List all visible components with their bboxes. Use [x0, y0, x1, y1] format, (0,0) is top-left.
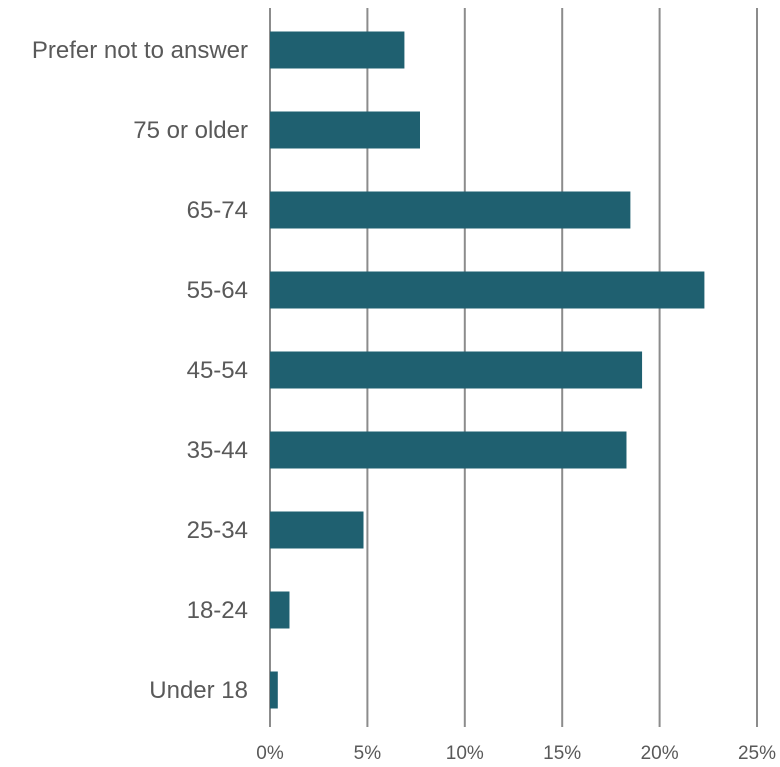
category-label: 45-54	[187, 357, 248, 384]
x-tick-labels: 0% 5% 10% 15% 20% 25%	[256, 743, 776, 764]
category-label: 55-64	[187, 277, 248, 304]
bar-65-74	[270, 191, 631, 229]
bar-45-54	[270, 351, 643, 389]
category-labels: Prefer not to answer 75 or older 65-74 55-6…	[32, 37, 248, 704]
x-tick-label: 15%	[543, 743, 581, 764]
bar-55-64	[270, 271, 705, 309]
category-label: 65-74	[187, 197, 248, 224]
category-label: 18-24	[187, 597, 248, 624]
category-label: Prefer not to answer	[32, 37, 248, 64]
x-tick-label: 10%	[446, 743, 484, 764]
category-label: 25-34	[187, 517, 248, 544]
x-tick-label: 25%	[738, 743, 776, 764]
bars	[270, 31, 705, 709]
bar-under-18	[270, 671, 278, 709]
bar-35-44	[270, 431, 627, 469]
bar-prefer-not-to-answer	[270, 31, 405, 69]
x-tick-label: 20%	[641, 743, 679, 764]
bar-18-24	[270, 591, 290, 629]
x-tick-label: 0%	[256, 743, 284, 764]
bar-75-or-older	[270, 111, 420, 149]
category-label: 75 or older	[133, 117, 248, 144]
bar-25-34	[270, 511, 364, 549]
category-label: Under 18	[149, 677, 248, 704]
category-label: 35-44	[187, 437, 248, 464]
x-tick-label: 5%	[354, 743, 382, 764]
